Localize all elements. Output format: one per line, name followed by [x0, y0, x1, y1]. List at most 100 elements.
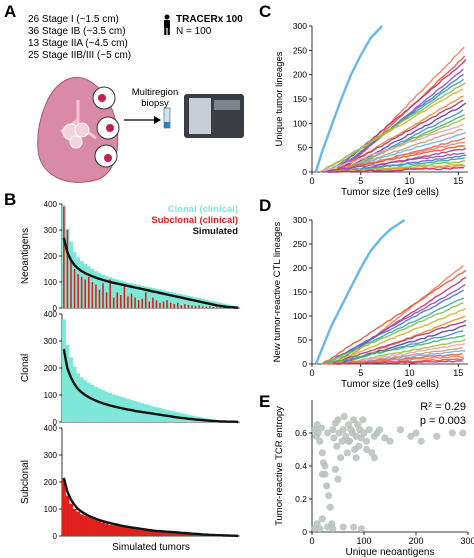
bar	[197, 534, 202, 536]
scatter-point	[339, 523, 347, 531]
bar	[66, 230, 69, 308]
scatter-point	[370, 454, 378, 462]
scatter-point	[352, 454, 360, 462]
bar	[111, 394, 116, 422]
panel-d-chart: 0 50 100 150 200 250 300 0 5 10 15 Tumor size (1e9 …	[272, 215, 468, 390]
y-tick-label: 0	[302, 527, 307, 537]
bar	[133, 284, 138, 308]
y-tick-label: 250	[293, 239, 307, 249]
y-tick-label: 250	[293, 45, 307, 55]
bar	[184, 304, 186, 308]
bar	[112, 297, 115, 308]
y-tick-label: 400	[44, 424, 58, 433]
bar	[79, 514, 84, 536]
bar	[94, 386, 98, 422]
y-tick-label: 100	[44, 505, 58, 514]
bar	[169, 302, 172, 308]
y-tick-label: 0.2	[295, 494, 307, 504]
bar	[162, 301, 165, 308]
lineage-curve	[333, 360, 463, 365]
bar	[104, 523, 109, 536]
panel-b-charts: 0 100 200 300 400 Neoantigens Clonal (clinical…	[20, 200, 241, 553]
bar	[102, 283, 104, 308]
bar	[198, 305, 200, 308]
bar	[140, 285, 145, 308]
scatter-point	[333, 442, 341, 450]
scatter-point	[318, 449, 326, 457]
bar	[219, 307, 222, 308]
bar	[151, 531, 155, 536]
bar	[140, 529, 145, 536]
bar	[205, 306, 208, 308]
bar	[147, 287, 152, 308]
simulated-line	[62, 237, 239, 309]
y-tick-label: 100	[44, 391, 58, 400]
bar	[201, 306, 204, 308]
bar	[147, 530, 152, 536]
panel-letter-b: B	[4, 190, 17, 209]
bar	[166, 300, 168, 308]
scatter-point	[343, 449, 351, 457]
bar	[175, 533, 180, 536]
scatter-point	[355, 442, 363, 450]
biopsy-label: Multiregion biopsy	[125, 87, 185, 109]
y-axis-label: Neoantigens	[20, 228, 31, 284]
scatter-point	[340, 412, 348, 421]
bar	[144, 292, 147, 308]
bar	[168, 291, 173, 308]
scatter-point	[365, 426, 373, 434]
bar	[168, 532, 173, 536]
bar	[173, 304, 176, 308]
bar	[126, 282, 130, 308]
bar	[76, 511, 81, 536]
scatter-point	[334, 416, 342, 424]
bar	[154, 288, 159, 308]
bar	[172, 532, 177, 536]
bar	[101, 390, 106, 422]
bar	[70, 261, 72, 308]
bar	[180, 305, 183, 308]
y-tick-label: 200	[44, 478, 58, 487]
lineage-curve	[327, 166, 465, 173]
bar	[86, 382, 91, 422]
scatter-point	[407, 432, 415, 440]
scatter-point	[329, 426, 337, 434]
legend-entry: Subclonal (clinical)	[151, 215, 238, 226]
bar	[122, 526, 127, 536]
bar	[236, 306, 241, 308]
lineage-curve	[339, 339, 466, 365]
lineage-curve	[333, 330, 464, 365]
stage-line: 13 Stage IIA (~4.5 cm)	[28, 38, 128, 49]
bar	[86, 517, 91, 536]
bar	[223, 307, 225, 308]
lineage-curve	[319, 88, 464, 173]
scatter-point	[318, 515, 326, 523]
stage-line: 26 Stage I (~1.5 cm)	[28, 14, 119, 25]
scatter-point	[321, 462, 329, 470]
panel-c-chart: 0 50 100 150 200 250 300 0 5 10 15 Tumor size (1e9 …	[274, 21, 468, 198]
scatter-point	[337, 454, 345, 462]
bar	[165, 291, 170, 308]
lineage-curve	[320, 123, 465, 173]
bar	[155, 300, 158, 308]
bar	[123, 284, 126, 308]
x-tick-label: 10	[404, 368, 414, 378]
bar	[186, 295, 191, 308]
y-tick-label: 0	[302, 167, 307, 177]
bar	[186, 533, 191, 536]
lineage-curve	[320, 152, 465, 173]
simulated-line	[62, 348, 239, 424]
bar	[141, 298, 143, 308]
bar	[111, 525, 116, 536]
scatter-point	[363, 445, 371, 454]
y-tick-label: 300	[293, 215, 307, 225]
panel-letter-d: D	[259, 196, 272, 215]
scatter-point	[316, 525, 324, 533]
scatter-point	[376, 426, 384, 434]
bar	[104, 391, 109, 422]
x-tick-label: 300	[460, 536, 474, 546]
scatter-point	[396, 426, 404, 434]
bar	[69, 503, 73, 536]
x-tick-label: 0	[309, 176, 314, 186]
lung-biopsy-illustration	[37, 77, 244, 183]
